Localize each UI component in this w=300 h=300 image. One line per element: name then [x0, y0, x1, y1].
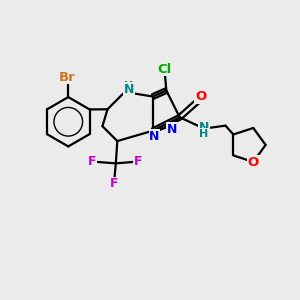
Text: O: O [248, 156, 259, 169]
Text: Br: Br [58, 71, 75, 84]
Text: F: F [134, 155, 142, 168]
Text: N: N [167, 123, 178, 136]
Text: Cl: Cl [158, 63, 172, 76]
Text: H: H [200, 129, 209, 139]
Text: F: F [88, 155, 97, 168]
Text: F: F [110, 177, 118, 190]
Text: O: O [195, 90, 206, 103]
Text: N: N [123, 83, 134, 96]
Text: N: N [199, 121, 209, 134]
Text: H: H [124, 80, 133, 91]
Text: N: N [149, 130, 160, 143]
